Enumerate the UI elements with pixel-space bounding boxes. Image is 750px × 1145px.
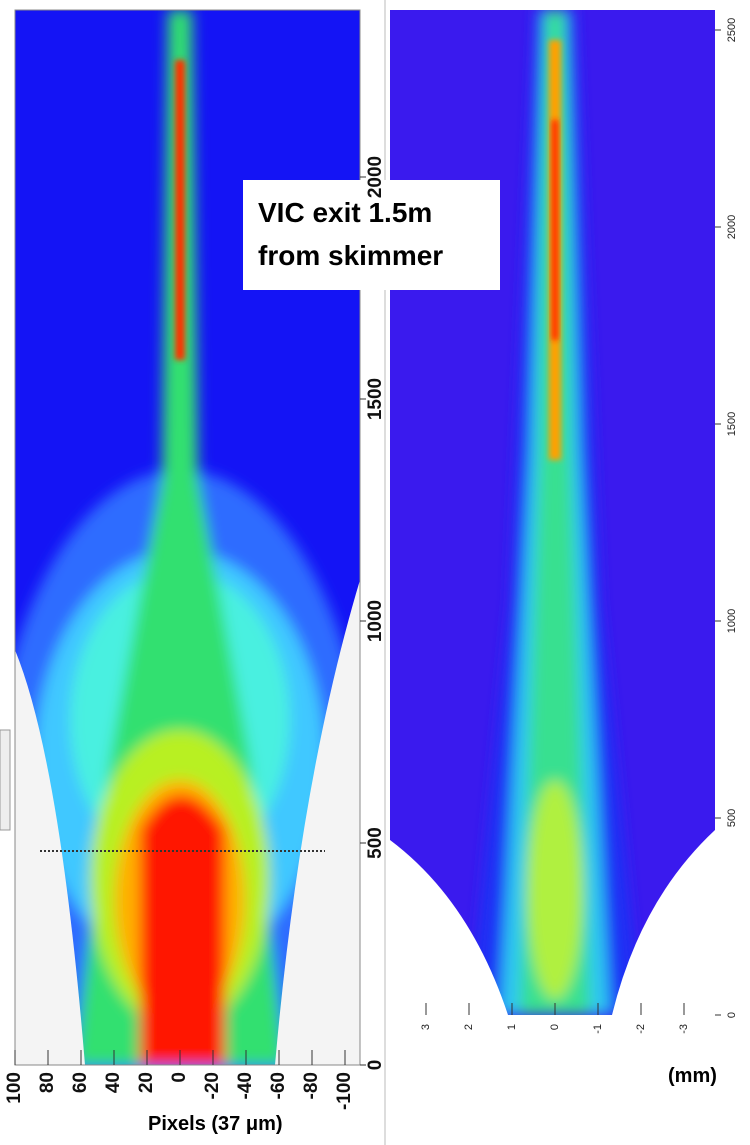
annotation: VIC exit 1.5m <box>258 197 432 228</box>
y-tick-label: 2000 <box>726 215 738 239</box>
x-axis-label: Pixels (37 μm) <box>148 1113 283 1135</box>
y-tick-label: 1500 <box>365 378 386 420</box>
left-frame <box>14 9 361 1066</box>
cropped-control <box>0 729 11 831</box>
x-tick-label: -60 <box>268 1072 289 1099</box>
annotation: from skimmer <box>258 240 443 271</box>
x-tick-label: 100 <box>4 1072 25 1104</box>
x-tick-label: -80 <box>301 1072 322 1099</box>
x-tick-label: 0 <box>169 1072 190 1083</box>
right-heatmap <box>390 10 715 1015</box>
y-tick-label: 0 <box>726 1012 738 1018</box>
x-tick-label: 1 <box>506 1024 518 1030</box>
x-tick-label: 0 <box>549 1024 561 1030</box>
x-tick-label: 60 <box>70 1072 91 1093</box>
x-tick-label: -1 <box>592 1024 604 1034</box>
y-tick-label: 500 <box>726 809 738 827</box>
x-tick-label: 3 <box>420 1024 432 1030</box>
y-tick-label: 2000 <box>365 156 386 198</box>
y-tick-label: 1000 <box>726 609 738 633</box>
x-tick-label: 2 <box>463 1024 475 1030</box>
x-tick-label: -20 <box>202 1072 223 1099</box>
x-tick-label: 20 <box>136 1072 157 1093</box>
x-tick-label: -2 <box>635 1024 647 1034</box>
x-tick-label: -3 <box>678 1024 690 1034</box>
x-tick-label: 40 <box>103 1072 124 1093</box>
x-axis-label: (mm) <box>668 1065 717 1087</box>
y-tick-label: 1500 <box>726 412 738 436</box>
x-tick-label: -100 <box>334 1072 355 1110</box>
y-tick-label: 1000 <box>365 600 386 642</box>
y-tick-label: 500 <box>365 827 386 859</box>
annotation-box <box>243 180 500 290</box>
x-tick-label: 80 <box>37 1072 58 1093</box>
x-tick-label: -40 <box>235 1072 256 1099</box>
y-tick-label: 0 <box>365 1060 386 1071</box>
y-tick-label: 2500 <box>726 18 738 42</box>
